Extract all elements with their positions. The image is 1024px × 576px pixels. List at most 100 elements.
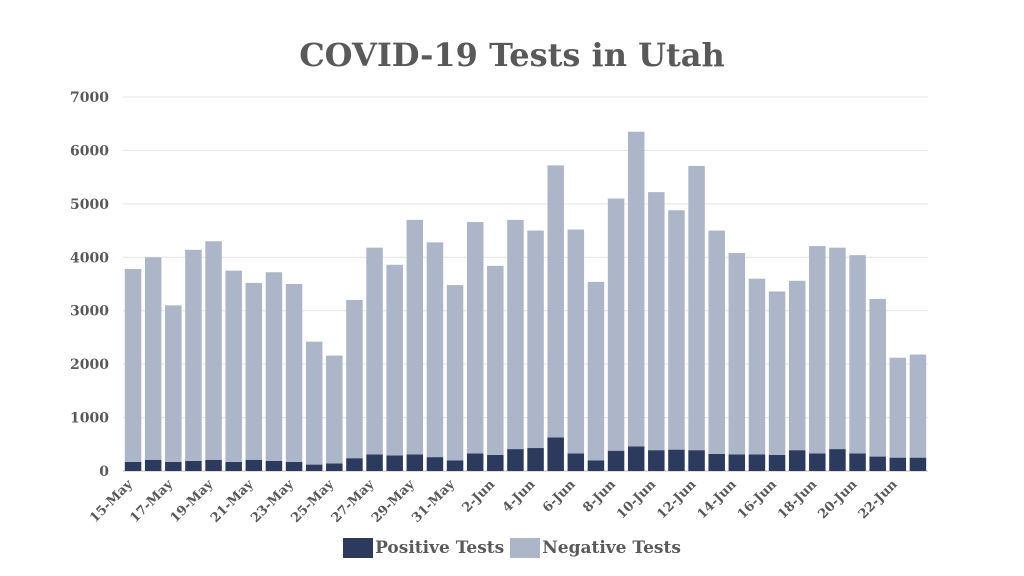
bar-negative [326, 355, 343, 464]
x-tick-label: 6-Jun [540, 477, 579, 516]
bar-negative [305, 341, 323, 465]
bar-positive [648, 450, 665, 471]
x-tick-label: 17-May [127, 477, 176, 526]
y-tick-label: 2000 [70, 357, 109, 373]
x-axis-ticks: 15-May17-May19-May21-May23-May25-May27-M… [87, 477, 901, 526]
x-tick-label: 19-May [168, 477, 217, 526]
x-tick-label: 23-May [248, 477, 297, 526]
bar-positive [446, 460, 464, 471]
x-tick-label: 18-Jun [775, 477, 820, 522]
bar-positive [527, 448, 544, 471]
bar-negative [688, 165, 705, 451]
bar-positive [507, 449, 524, 471]
x-tick-label: 2-Jun [460, 477, 499, 516]
bar-negative [668, 210, 685, 450]
x-tick-label: 31-May [409, 477, 458, 526]
bars [124, 131, 927, 471]
legend-swatch-positive [343, 538, 374, 558]
bar-positive [165, 461, 182, 471]
bar-positive [728, 454, 746, 471]
bar-negative [708, 230, 725, 454]
bar-negative [466, 222, 484, 454]
x-tick-label: 4-Jun [500, 477, 539, 516]
x-tick-label: 15-May [87, 477, 136, 526]
bar-positive [265, 460, 283, 471]
bar-negative [446, 285, 464, 461]
y-tick-label: 0 [99, 464, 109, 480]
bar-positive [245, 459, 263, 471]
bar-positive [809, 453, 826, 471]
bar-negative [869, 298, 886, 457]
bar-negative [124, 269, 142, 462]
bar-positive [849, 453, 866, 471]
bar-negative [165, 305, 182, 462]
legend-label-negative: Negative Tests [542, 538, 681, 558]
bar-positive [406, 454, 424, 471]
bar-negative [285, 284, 303, 462]
bar-positive [205, 459, 222, 471]
bar-negative [809, 246, 826, 454]
x-tick-label: 20-Jun [815, 477, 860, 522]
bar-negative [889, 357, 907, 458]
legend-item-negative: Negative Tests [510, 538, 681, 558]
bar-positive [668, 449, 685, 471]
bar-positive [185, 460, 202, 471]
bar-positive [547, 437, 564, 471]
bar-negative [225, 270, 242, 462]
bar-positive [225, 461, 242, 471]
bar-positive [607, 450, 625, 471]
y-tick-label: 1000 [70, 411, 109, 427]
y-tick-label: 5000 [70, 197, 109, 213]
bar-positive [909, 457, 927, 471]
x-tick-label: 21-May [208, 477, 257, 526]
bar-negative [909, 354, 927, 458]
bar-positive [627, 446, 645, 471]
bar-negative [748, 278, 766, 455]
bar-positive [386, 455, 403, 471]
bar-negative [567, 229, 585, 454]
bar-negative [829, 247, 846, 450]
x-tick-label: 27-May [329, 477, 378, 526]
bar-negative [547, 165, 564, 438]
bar-positive [567, 453, 585, 471]
bar-negative [144, 257, 162, 460]
bar-positive [487, 454, 504, 471]
x-tick-label: 29-May [369, 477, 418, 526]
bar-negative [849, 255, 866, 454]
bar-negative [728, 253, 746, 455]
y-axis-ticks: 0 1000 2000 3000 4000 5000 6000 7000 [70, 90, 109, 480]
legend-label-positive: Positive Tests [375, 538, 505, 558]
bar-positive [688, 450, 705, 471]
bar-negative [386, 264, 403, 456]
bar-negative [366, 247, 383, 455]
x-tick-label: 16-Jun [735, 477, 780, 522]
bar-positive [869, 456, 886, 471]
bar-negative [648, 192, 665, 451]
legend-swatch-negative [510, 538, 541, 558]
bar-positive [829, 449, 846, 471]
bar-positive [708, 453, 725, 471]
bar-negative [346, 300, 363, 459]
bar-negative [607, 198, 625, 451]
bar-positive [346, 458, 363, 471]
bar-positive [768, 454, 786, 471]
bar-negative [205, 241, 222, 460]
y-tick-label: 3000 [70, 304, 109, 320]
bar-positive [305, 464, 323, 471]
bar-negative [788, 280, 806, 451]
y-tick-label: 6000 [70, 143, 109, 159]
bar-negative [507, 219, 524, 450]
bar-negative [768, 291, 786, 455]
gridlines [123, 96, 928, 472]
bar-positive [366, 454, 383, 471]
bar-negative [527, 230, 544, 449]
y-tick-label: 4000 [70, 250, 109, 266]
bar-positive [587, 460, 605, 471]
bar-positive [144, 459, 162, 471]
bar-positive [426, 457, 444, 471]
bar-negative [487, 265, 504, 455]
x-tick-label: 10-Jun [614, 477, 659, 522]
bar-negative [265, 272, 283, 461]
bar-positive [285, 461, 303, 471]
